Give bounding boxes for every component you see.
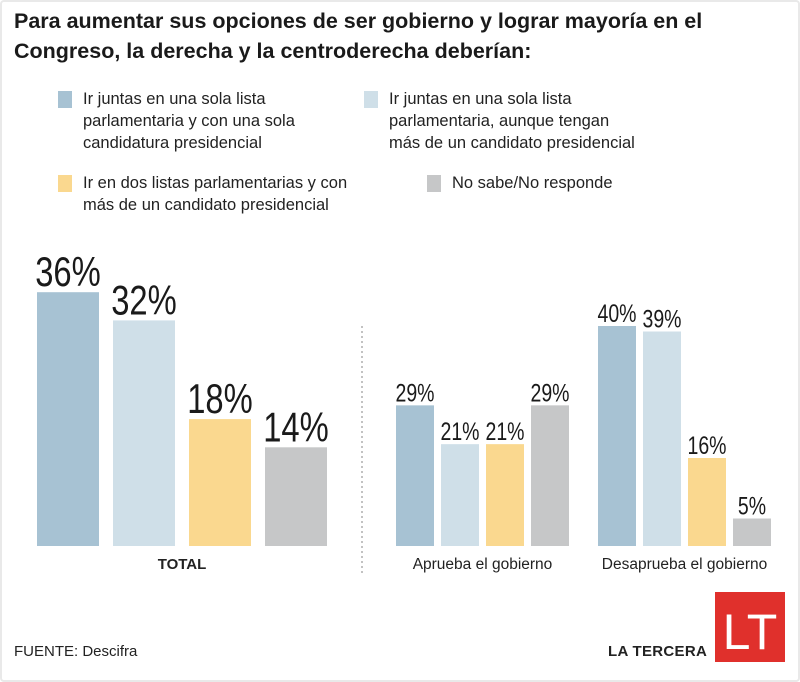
bar-desaprueba-1 (598, 326, 636, 546)
value-label-aprueba-1: 29% (395, 379, 434, 407)
legend-label: Ir juntas en una sola lista parlamentari… (389, 90, 635, 152)
value-label-total-3: 18% (187, 375, 253, 422)
bar-aprueba-4 (531, 405, 569, 546)
bar-aprueba-2 (441, 444, 479, 546)
la-tercera-logo: LT (715, 592, 785, 662)
legend-swatch (58, 175, 72, 192)
value-label-aprueba-3: 21% (485, 418, 524, 446)
category-label-desaprueba: Desaprueba el gobierno (602, 556, 767, 573)
source-note: FUENTE: Descifra (14, 643, 138, 660)
legend-swatch (58, 91, 72, 108)
value-label-desaprueba-4: 5% (738, 492, 766, 520)
bar-aprueba-1 (396, 405, 434, 546)
bar-desaprueba-4 (733, 518, 771, 546)
logo-mark: LT (723, 604, 778, 660)
value-labels-layer: 36%32%18%14%29%21% 21%29%40% 39%16%5% (35, 248, 766, 520)
value-label-desaprueba-2: 39% (642, 305, 681, 333)
category-labels-layer: TOTAL Aprueba el gobierno Desaprueba el go… (158, 556, 768, 573)
bar-aprueba-3 (486, 444, 524, 546)
chart-title: Para aumentar sus opciones de ser gobier… (14, 9, 703, 63)
bar-desaprueba-2 (643, 331, 681, 546)
bar-desaprueba-3 (688, 458, 726, 546)
legend-label: No sabe/No responde (452, 174, 613, 192)
legend-item-dos-listas: Ir en dos listas parlamentarias y con má… (58, 172, 388, 218)
category-label-total: TOTAL (158, 556, 207, 573)
legend-swatch (364, 91, 378, 108)
bar-total-1 (37, 292, 99, 546)
value-label-aprueba-2: 21% (440, 418, 479, 446)
legend-item-una-lista-una-candidatura: Ir juntas en una sola lista parlamentari… (58, 88, 358, 158)
legend-label: Ir juntas en una sola lista parlamentari… (83, 90, 295, 152)
bar-chart: 36%32%18%14%29%21% 21%29%40% 39%16%5% TOTA… (35, 248, 771, 575)
value-label-desaprueba-1: 40% (597, 300, 636, 328)
value-label-total-4: 14% (263, 403, 329, 450)
bar-total-4 (265, 447, 327, 546)
legend-item-una-lista-varios-candidatos: Ir juntas en una sola lista parlamentari… (364, 88, 684, 158)
legend-label: Ir en dos listas parlamentarias y con má… (83, 174, 348, 214)
bar-total-2 (113, 320, 175, 546)
legend-item-no-sabe: No sabe/No responde (427, 172, 667, 196)
bars-layer (37, 292, 771, 546)
value-label-aprueba-4: 29% (530, 379, 569, 407)
legend-swatch (427, 175, 441, 192)
value-label-desaprueba-3: 16% (687, 432, 726, 460)
value-label-total-2: 32% (111, 276, 177, 323)
bar-total-3 (189, 419, 251, 546)
logo-text: LT (723, 604, 778, 660)
value-label-total-1: 36% (35, 248, 101, 295)
category-label-aprueba: Aprueba el gobierno (413, 556, 553, 573)
brand-name: LA TERCERA (608, 643, 708, 660)
